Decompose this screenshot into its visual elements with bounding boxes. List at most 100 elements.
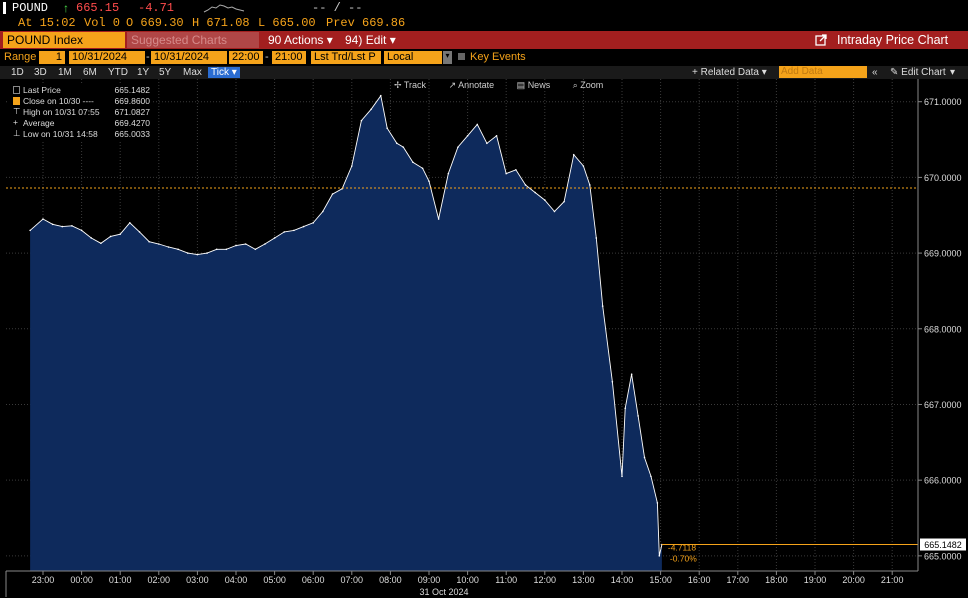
period-1m[interactable]: 1M bbox=[58, 67, 72, 78]
suggested-charts-button[interactable]: Suggested Charts bbox=[127, 32, 259, 48]
period-6m[interactable]: 6M bbox=[83, 67, 97, 78]
edit-chart-button[interactable]: ✎ Edit Chart bbox=[890, 67, 946, 78]
x-tick-label: 19:00 bbox=[804, 575, 827, 585]
x-tick-label: 05:00 bbox=[263, 575, 286, 585]
end-time-field[interactable]: 21:00 bbox=[272, 51, 306, 64]
x-tick-label: 02:00 bbox=[148, 575, 171, 585]
currency-dropdown[interactable]: Local CCY bbox=[384, 51, 442, 75]
add-data-input[interactable]: Add Data bbox=[779, 66, 867, 78]
period-ytd[interactable]: YTD bbox=[108, 67, 128, 78]
y-tick-label: 669.0000 bbox=[924, 249, 962, 259]
price-point bbox=[486, 142, 488, 145]
track-tool[interactable]: ✢ Track bbox=[394, 80, 427, 90]
x-tick-label: 17:00 bbox=[727, 575, 750, 585]
price-point bbox=[293, 229, 295, 232]
price-point bbox=[370, 108, 372, 111]
legend-last-price: Last Price 665.1482 bbox=[9, 85, 152, 96]
x-tick-label: 10:00 bbox=[456, 575, 479, 585]
news-tool[interactable]: ▤ News bbox=[516, 80, 551, 90]
last-price-icon bbox=[13, 86, 20, 94]
zoom-label: Zoom bbox=[580, 80, 604, 90]
zoom-tool[interactable]: ⌕ Zoom bbox=[572, 80, 604, 90]
start-date-field[interactable]: 10/31/2024 bbox=[69, 51, 145, 64]
prev-close-icon bbox=[13, 97, 20, 105]
price-point bbox=[351, 165, 353, 167]
period-1y[interactable]: 1Y bbox=[137, 67, 150, 78]
open: O 669.30 bbox=[126, 16, 184, 30]
range-count-field[interactable]: 1 bbox=[39, 51, 65, 64]
price-point bbox=[360, 119, 363, 122]
period-bar: 1D 3D 1M 6M YTD 1Y 5Y Max Tick ▾ + Relat… bbox=[0, 66, 968, 79]
price-point bbox=[658, 555, 661, 557]
price-point bbox=[428, 180, 430, 182]
edit-menu[interactable]: 94) Edit ▾ bbox=[342, 32, 399, 48]
price-point bbox=[621, 475, 623, 478]
track-label: Track bbox=[403, 80, 427, 90]
price-point bbox=[476, 123, 479, 126]
actions-number: 90 bbox=[268, 33, 282, 47]
chevron-down-icon: ▾ bbox=[326, 33, 333, 47]
last-price-tag-label: 665.1482 bbox=[924, 540, 962, 550]
last-price-tag bbox=[920, 538, 966, 551]
related-data-label: + Related Data bbox=[692, 67, 759, 78]
price-point bbox=[643, 456, 646, 459]
chevron-down-icon[interactable]: ▾ bbox=[950, 67, 956, 78]
y-tick-label: 668.0000 bbox=[924, 324, 962, 334]
period-3d[interactable]: 3D bbox=[34, 67, 47, 78]
price-point bbox=[495, 134, 498, 137]
related-data-menu[interactable]: + Related Data ▾ bbox=[692, 67, 767, 78]
low-icon: ⊥ bbox=[13, 128, 21, 138]
security-field[interactable]: POUND Index bbox=[3, 32, 125, 48]
net-change: -4.71 bbox=[138, 1, 175, 15]
quote-details: At 15:02 Vol 0 O 669.30 H 671.08 L 665.0… bbox=[0, 15, 968, 31]
x-tick-label: 00:00 bbox=[70, 575, 93, 585]
up-arrow-icon: ↑ bbox=[63, 1, 69, 15]
export-icon[interactable] bbox=[815, 34, 827, 46]
actions-label: Actions bbox=[284, 33, 324, 47]
price-line bbox=[29, 94, 663, 557]
edit-number: 94) bbox=[345, 33, 363, 47]
price-point bbox=[61, 225, 64, 228]
high: H 671.08 bbox=[192, 16, 250, 30]
key-events-checkbox[interactable] bbox=[458, 53, 465, 60]
price-point bbox=[254, 248, 257, 251]
period-max[interactable]: Max bbox=[183, 67, 202, 78]
end-date-field[interactable]: 10/31/2024 bbox=[151, 51, 227, 64]
sparkline-icon bbox=[203, 4, 245, 13]
change-label: -4.7118 bbox=[668, 543, 696, 553]
collapse-icon[interactable]: « bbox=[872, 67, 878, 78]
period-5y[interactable]: 5Y bbox=[159, 67, 172, 78]
price-point bbox=[225, 248, 228, 251]
legend-low: ⊥ Low on 10/31 14:58 665.0033 bbox=[9, 128, 152, 140]
actions-menu[interactable]: 90 Actions ▾ bbox=[265, 32, 336, 48]
x-tick-label: 18:00 bbox=[765, 575, 788, 585]
period-1d[interactable]: 1D bbox=[11, 67, 24, 78]
x-tick-label: 01:00 bbox=[109, 575, 132, 585]
price-point bbox=[447, 172, 450, 175]
legend-label: Close on 10/30 ---- bbox=[23, 96, 94, 106]
price-point bbox=[273, 237, 276, 239]
price-point bbox=[90, 237, 93, 239]
legend-label: Last Price bbox=[23, 85, 61, 95]
x-tick-label: 08:00 bbox=[379, 575, 402, 585]
price-point bbox=[322, 210, 324, 213]
price-point bbox=[412, 161, 414, 164]
x-tick-label: 03:00 bbox=[186, 575, 209, 585]
price-point bbox=[421, 167, 424, 170]
time-separator: - bbox=[265, 51, 269, 63]
legend-value: 671.0827 bbox=[114, 107, 150, 117]
price-point bbox=[524, 184, 527, 186]
chevron-down-icon[interactable]: ▾ bbox=[443, 51, 452, 64]
price-chart[interactable]: 665.0000 666.0000 667.0000 668.0000 669.0000… bbox=[0, 79, 968, 598]
start-time-field[interactable]: 22:00 bbox=[229, 51, 263, 64]
price-point bbox=[437, 218, 440, 220]
price-point bbox=[264, 243, 266, 245]
key-events-label: Key Events bbox=[470, 51, 526, 63]
price-point bbox=[582, 165, 585, 167]
time: At 15:02 bbox=[18, 16, 76, 30]
price-point bbox=[589, 184, 591, 186]
price-mode-dropdown[interactable]: Lst Trd/Lst P bbox=[311, 51, 381, 64]
frequency-dropdown[interactable]: Tick ▾ bbox=[208, 67, 240, 78]
edit-label: Edit bbox=[365, 33, 387, 47]
annotate-tool[interactable]: ↗ Annotate bbox=[448, 80, 495, 90]
